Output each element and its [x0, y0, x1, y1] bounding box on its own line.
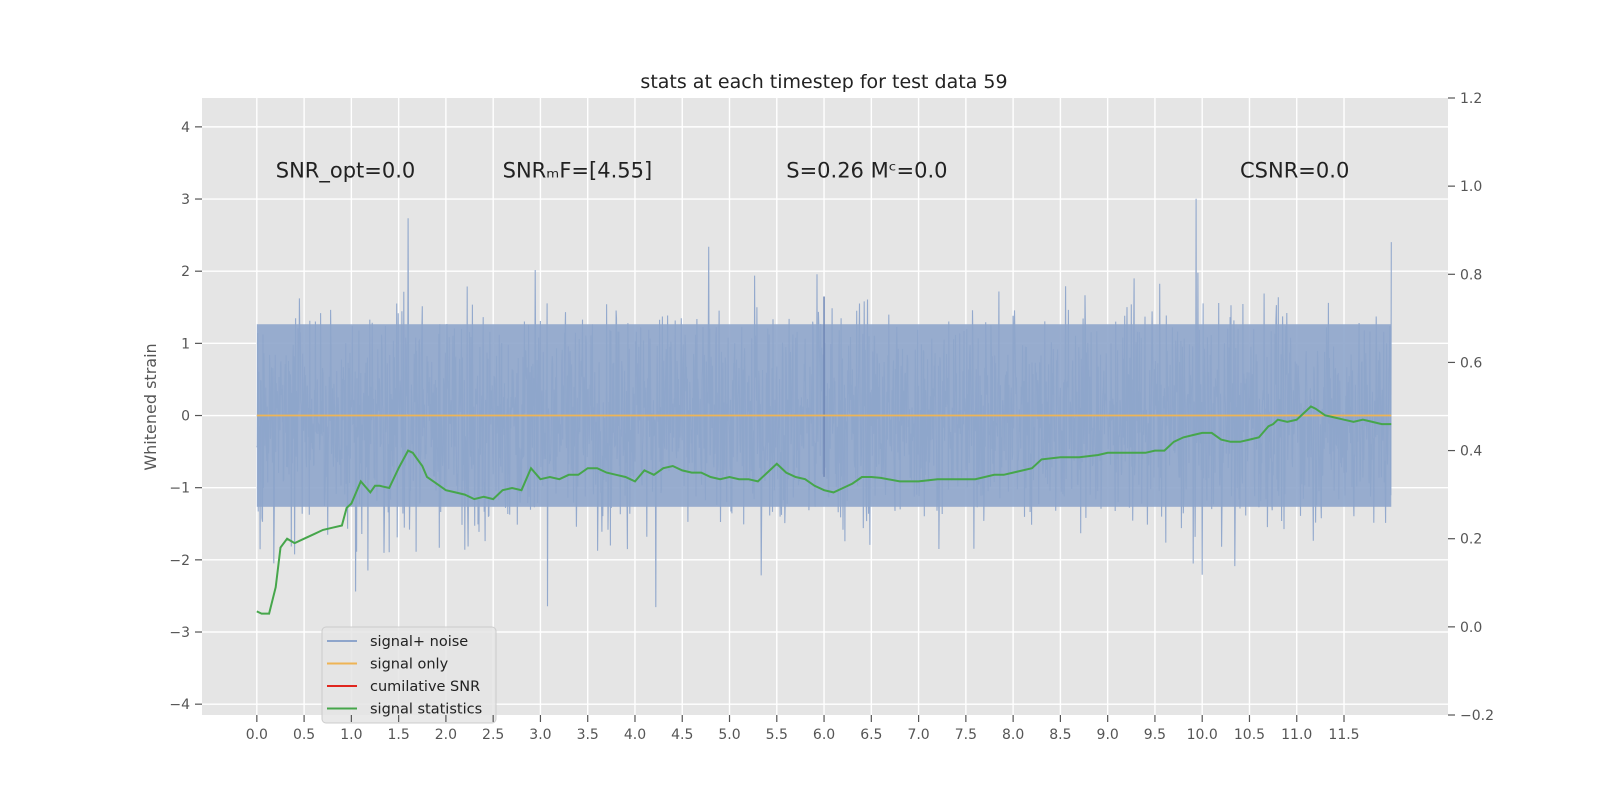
y-tick-label: −1 [169, 481, 190, 497]
annotation-snr-opt: SNR_opt=0.0 [276, 158, 416, 183]
x-tick-label: 0.5 [293, 727, 315, 743]
annotation-snr-mf: SNRₘF=[4.55] [503, 158, 653, 182]
y-axis-label: Whitened strain [141, 343, 160, 470]
chart-title: stats at each timestep for test data 59 [640, 71, 1007, 93]
x-tick-label: 7.0 [907, 727, 929, 743]
x-tick-label: 8.0 [1002, 727, 1024, 743]
legend-label: signal+ noise [370, 634, 468, 650]
legend-label: cumilative SNR [370, 679, 480, 695]
x-tick-label: 11.5 [1328, 727, 1359, 743]
y-axis-ticks: 4 3 2 1 0 −1 −2 −3 −4 [169, 120, 202, 713]
legend: signal+ noise signal only cumilative SNR si… [321, 626, 497, 724]
x-tick-label: 10.5 [1234, 727, 1265, 743]
x-tick-label: 2.5 [482, 727, 504, 743]
x-tick-label: 9.0 [1097, 727, 1119, 743]
y-tick-label: 0 [181, 409, 190, 425]
x-tick-label: 0.0 [246, 727, 268, 743]
y2-axis-ticks: 1.2 1.0 0.8 0.6 0.4 0.2 0.0 −0.2 [1448, 91, 1494, 724]
legend-box [321, 626, 497, 724]
y-tick-label: 3 [181, 192, 190, 208]
x-tick-label: 1.5 [388, 727, 410, 743]
x-tick-label: 3.5 [577, 727, 599, 743]
y-tick-label: −4 [169, 697, 190, 713]
y2-tick-label: 0.2 [1460, 532, 1482, 548]
annotation-s-mc: S=0.26 Mᶜ=0.0 [786, 158, 947, 182]
y2-tick-label: 0.4 [1460, 444, 1482, 460]
annotation-csnr: CSNR=0.0 [1240, 158, 1349, 182]
x-tick-label: 7.5 [955, 727, 977, 743]
x-tick-label: 6.0 [813, 727, 835, 743]
x-tick-label: 6.5 [860, 727, 882, 743]
legend-label: signal only [370, 657, 449, 673]
legend-label: signal statistics [370, 702, 482, 718]
x-tick-label: 4.0 [624, 727, 646, 743]
y-tick-label: −2 [169, 553, 190, 569]
y2-tick-label: 1.2 [1460, 91, 1482, 107]
x-tick-label: 5.0 [718, 727, 740, 743]
y2-tick-label: 1.0 [1460, 179, 1482, 195]
x-tick-label: 10.0 [1187, 727, 1218, 743]
y2-tick-label: 0.8 [1460, 267, 1482, 283]
series-signal-statistics [256, 405, 1392, 615]
x-tick-label: 2.0 [435, 727, 457, 743]
x-tick-label: 4.5 [671, 727, 693, 743]
plot-area: SNR_opt=0.0 SNRₘF=[4.55] S=0.26 Mᶜ=0.0 CSNR… [202, 98, 1448, 715]
x-tick-label: 1.0 [340, 727, 362, 743]
y-tick-label: 1 [181, 336, 190, 352]
y2-tick-label: 0.6 [1460, 355, 1482, 371]
y-tick-label: −3 [169, 625, 190, 641]
y-tick-label: 2 [181, 264, 190, 280]
y2-tick-label: −0.2 [1460, 708, 1494, 724]
x-tick-label: 8.5 [1049, 727, 1071, 743]
x-tick-label: 3.0 [529, 727, 551, 743]
y2-tick-label: 0.0 [1460, 620, 1482, 636]
y-tick-label: 4 [181, 120, 190, 136]
x-tick-label: 5.5 [766, 727, 788, 743]
x-axis-ticks: 0.0 0.5 1.0 1.5 2.0 2.5 3.0 3.5 4.0 4.5 5.0 5.5 6.0 6… [246, 715, 1360, 743]
x-tick-label: 9.5 [1144, 727, 1166, 743]
x-tick-label: 11.0 [1281, 727, 1312, 743]
